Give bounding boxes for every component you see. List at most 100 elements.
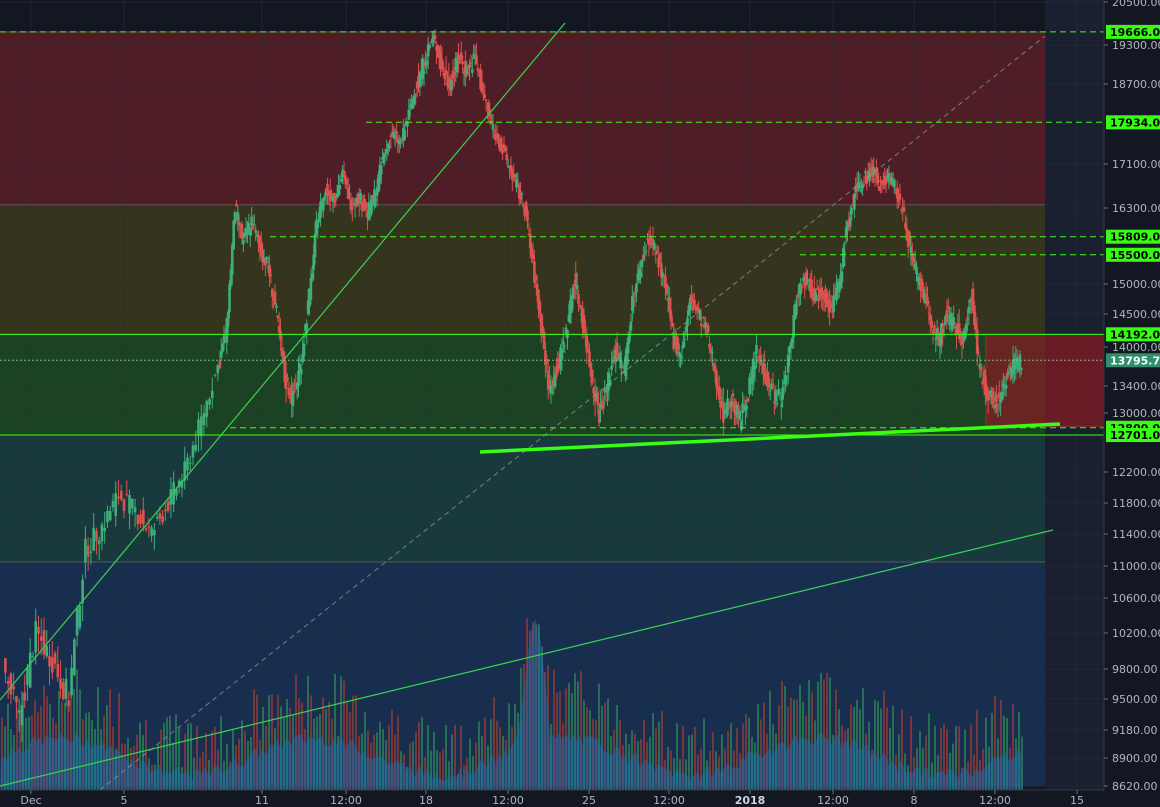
volume-bar: [352, 695, 354, 790]
volume-bar: [376, 732, 378, 790]
y-tick-label: 11400.00: [1112, 528, 1160, 541]
candle-body: [1003, 384, 1007, 389]
candle-body: [603, 387, 607, 393]
volume-bar: [472, 756, 474, 790]
candle-body: [981, 380, 984, 385]
candle-body: [302, 343, 306, 357]
volume-bar: [643, 720, 645, 790]
y-tick-label: 12200.00: [1112, 466, 1160, 479]
candle-body: [236, 212, 240, 221]
candle-body: [242, 239, 245, 245]
volume-bar: [886, 707, 888, 790]
candle-body: [938, 337, 942, 347]
candle-body: [86, 545, 90, 557]
candle-body: [742, 406, 746, 410]
candle-body: [964, 323, 968, 334]
volume-bar: [748, 717, 750, 790]
volume-bar: [811, 691, 813, 790]
candle-body: [243, 233, 247, 238]
candle-body: [930, 320, 933, 328]
y-tick-label: 18700.00: [1112, 78, 1160, 91]
candle-body: [219, 351, 223, 358]
volume-bar: [388, 724, 390, 790]
candle-body: [319, 201, 322, 218]
candle-body: [108, 510, 112, 521]
candle-body: [12, 686, 15, 690]
volume-bar: [52, 717, 54, 790]
candle-body: [650, 243, 653, 246]
volume-bar: [343, 680, 345, 790]
candle-body: [417, 75, 420, 85]
volume-bar: [571, 693, 573, 790]
candle-body: [64, 678, 68, 699]
candle-body: [1002, 383, 1005, 387]
volume-bar: [478, 721, 480, 790]
volume-bar: [238, 739, 240, 790]
volume-bar: [889, 727, 891, 790]
volume-bar: [283, 717, 285, 790]
candle-body: [986, 398, 990, 401]
price-level-pill: [1106, 327, 1160, 342]
candle-body: [752, 361, 756, 379]
y-tick-label: 16300.00: [1112, 202, 1160, 215]
candle-body: [62, 682, 65, 700]
candle-body: [431, 38, 434, 44]
y-tick-label: 19300.00: [1112, 39, 1160, 52]
candle-body: [541, 326, 544, 335]
volume-bar: [808, 680, 810, 790]
volume-bar: [760, 719, 762, 790]
candle-body: [760, 363, 764, 366]
candle-body: [253, 224, 256, 226]
volume-bar: [1015, 738, 1017, 790]
volume-bar: [589, 710, 591, 790]
candle-body: [419, 72, 423, 75]
candle-body: [382, 152, 386, 165]
candle-body: [913, 263, 917, 268]
candle-body: [528, 233, 532, 249]
candle-body: [751, 369, 754, 384]
volume-bar: [631, 730, 633, 790]
volume-bar: [313, 718, 315, 790]
candle-body: [709, 348, 713, 353]
volume-bar: [511, 726, 513, 790]
volume-bar: [169, 715, 171, 790]
candle-body: [262, 257, 266, 263]
candle-body: [502, 144, 506, 149]
candle-body: [625, 346, 629, 367]
volume-bar: [778, 705, 780, 790]
candle-body: [524, 201, 528, 216]
candle-body: [730, 401, 733, 407]
candle-body: [229, 269, 233, 286]
volume-bar: [862, 688, 864, 790]
volume-bar: [529, 630, 531, 790]
candle-body: [384, 149, 387, 151]
y-tick-label: 11800.00: [1112, 497, 1160, 510]
candle-body: [188, 462, 192, 464]
volume-bar: [742, 723, 744, 790]
candle-body: [232, 220, 235, 250]
candle-body: [352, 203, 355, 205]
volume-bar: [79, 689, 81, 790]
volume-bar: [1009, 747, 1011, 790]
volume-bar: [211, 731, 213, 790]
candle-body: [773, 401, 776, 404]
volume-bar: [532, 622, 534, 790]
volume-bars: [1, 618, 1023, 790]
candle-body: [731, 393, 735, 396]
volume-bar: [937, 755, 939, 790]
candle-body: [497, 134, 500, 145]
candle-body: [697, 307, 700, 311]
volume-bar: [904, 753, 906, 790]
volume-bar: [181, 767, 183, 790]
volume-bar: [667, 746, 669, 790]
candle-body: [631, 296, 634, 312]
x-axis-background: [0, 790, 1160, 807]
candle-body: [166, 501, 170, 511]
volume-bar: [733, 750, 735, 790]
candle-body: [948, 314, 951, 326]
candle-body: [505, 154, 509, 161]
candle-body: [225, 318, 229, 343]
volume-bar: [154, 764, 156, 790]
candle-body: [119, 490, 123, 500]
